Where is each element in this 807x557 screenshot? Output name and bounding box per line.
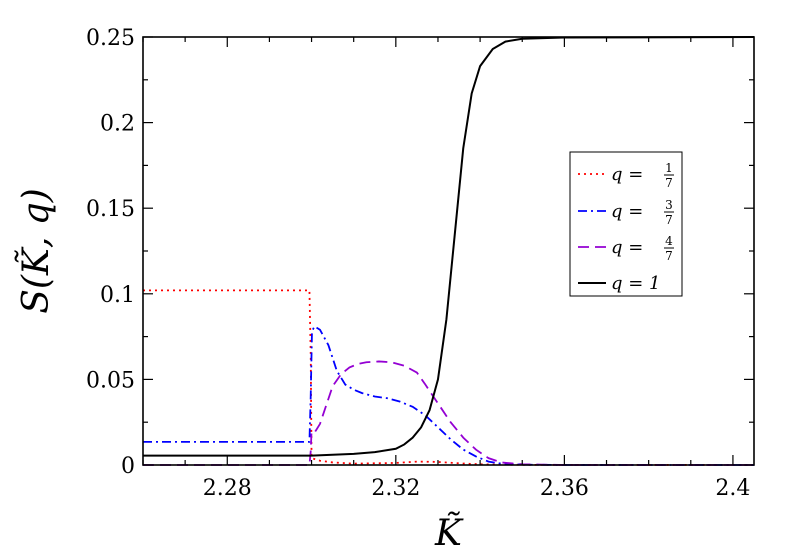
legend-fraction-denominator: 7 — [665, 213, 673, 227]
legend-fraction-numerator: 3 — [665, 198, 673, 212]
y-tick-label: 0 — [121, 454, 135, 479]
y-tick-label: 0.15 — [86, 197, 135, 222]
x-tick-label: 2.36 — [540, 476, 589, 501]
legend-fraction-numerator: 1 — [665, 161, 673, 175]
y-tick-label: 0.05 — [86, 368, 135, 393]
ticks-layer: 2.28 2.32 2.36 2.4 0 0.05 0.1 0.15 0.2 0.25 — [86, 26, 754, 501]
series-line-4 — [143, 36, 755, 457]
legend-label-2: q = — [611, 201, 643, 222]
x-axis-label: K̃ — [434, 512, 464, 554]
legend-fraction-denominator: 7 — [665, 176, 673, 190]
y-tick-label: 0.2 — [100, 112, 135, 137]
series-line-2 — [143, 325, 754, 466]
legend-fraction-numerator: 4 — [665, 234, 673, 248]
legend: q = 17q = 37q = 47q = 1 — [569, 151, 683, 297]
y-tick-label: 0.25 — [86, 26, 135, 51]
y-axis-label: S(K̃, q) — [15, 188, 57, 314]
series-line-1 — [143, 289, 755, 466]
x-tick-label: 2.4 — [715, 476, 750, 501]
y-tick-label: 0.1 — [100, 283, 135, 308]
series-line-3 — [143, 360, 754, 466]
legend-label-3: q = — [611, 237, 643, 258]
legend-label-4: q = 1 — [611, 273, 661, 294]
x-tick-label: 2.28 — [203, 476, 252, 501]
legend-box — [569, 151, 683, 297]
series-layer — [143, 36, 755, 466]
legend-fraction-denominator: 7 — [665, 249, 673, 263]
legend-label-1: q = — [611, 164, 643, 185]
x-tick-label: 2.32 — [371, 476, 420, 501]
